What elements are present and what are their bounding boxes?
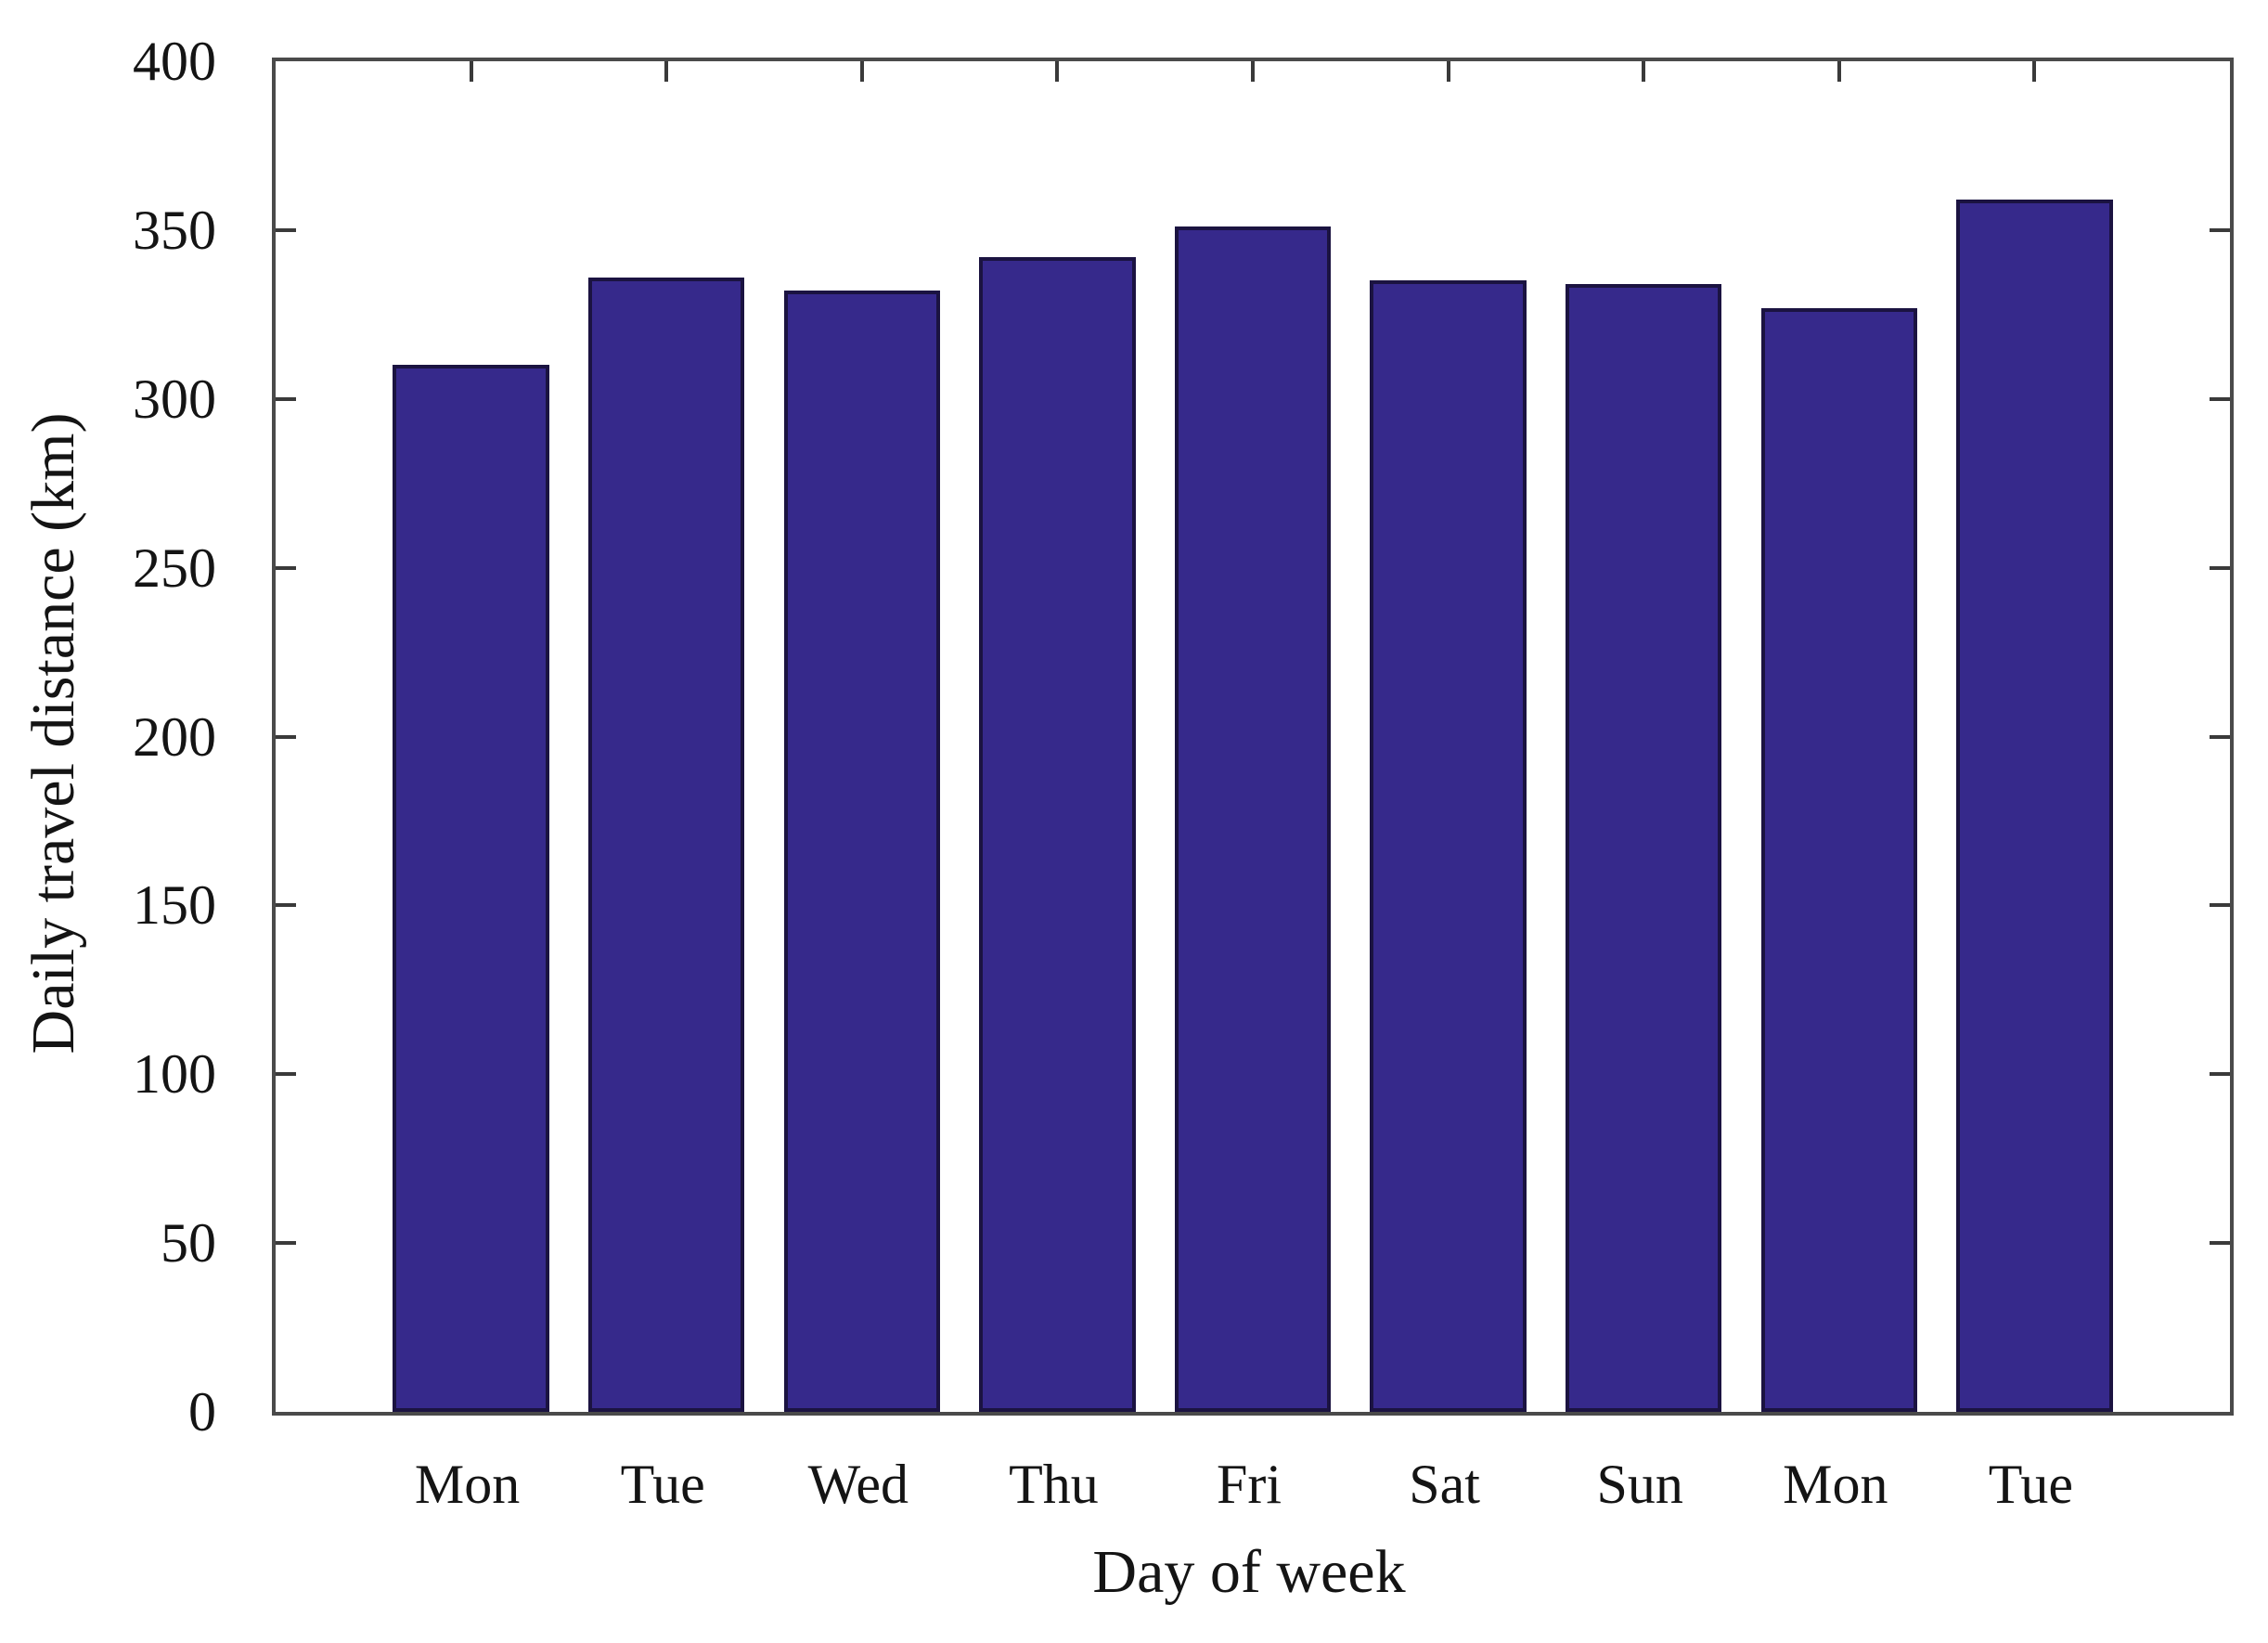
bar-sat-5 — [1370, 280, 1527, 1412]
y-tick-label-3: 150 — [133, 874, 216, 937]
y-tick-left-6 — [276, 396, 296, 401]
y-tick-label-0: 0 — [188, 1381, 216, 1442]
y-tick-left-7 — [276, 227, 296, 232]
x-axis-label: Day of week — [1092, 1538, 1406, 1606]
bar-tue-8 — [1956, 200, 2113, 1412]
y-tick-left-1 — [276, 1241, 296, 1246]
y-tick-right-3 — [2210, 903, 2230, 908]
y-tick-right-2 — [2210, 1072, 2230, 1077]
x-tick-top-7 — [1836, 61, 1841, 82]
y-tick-label-5: 250 — [133, 537, 216, 599]
x-tick-top-2 — [859, 61, 864, 82]
x-tick-top-8 — [2032, 61, 2037, 82]
x-tick-label-3: Thu — [1009, 1454, 1099, 1515]
x-tick-top-6 — [1642, 61, 1646, 82]
bar-mon-0 — [393, 365, 549, 1412]
x-tick-label-8: Tue — [1988, 1454, 2073, 1515]
y-tick-right-1 — [2210, 1241, 2230, 1246]
x-axis-tick-labels: Mon Tue Wed Thu Fri Sat Sun Mon Tue — [272, 1451, 2234, 1534]
y-tick-left-2 — [276, 1072, 296, 1077]
x-tick-top-5 — [1446, 61, 1450, 82]
bar-tue-1 — [587, 277, 745, 1412]
bar-mon-7 — [1760, 307, 1918, 1412]
x-tick-label-4: Fri — [1216, 1454, 1282, 1515]
y-tick-label-7: 350 — [133, 199, 216, 261]
x-tick-top-0 — [469, 61, 473, 82]
y-tick-label-1: 50 — [161, 1212, 216, 1274]
x-tick-label-0: Mon — [414, 1454, 521, 1515]
y-tick-label-4: 200 — [133, 705, 216, 768]
y-tick-right-5 — [2210, 565, 2230, 570]
y-tick-right-7 — [2210, 227, 2230, 232]
y-tick-right-4 — [2210, 734, 2230, 739]
bar-fri-4 — [1174, 226, 1332, 1412]
x-tick-label-1: Tue — [620, 1454, 705, 1515]
bar-wed-2 — [783, 291, 941, 1412]
x-tick-label-7: Mon — [1783, 1454, 1888, 1515]
x-tick-label-5: Sat — [1409, 1454, 1480, 1515]
x-tick-label-6: Sun — [1596, 1454, 1683, 1515]
y-tick-left-5 — [276, 565, 296, 570]
y-axis-tick-labels: 0 50 100 150 200 250 300 350 400 — [0, 33, 242, 1440]
y-tick-left-3 — [276, 903, 296, 908]
y-tick-label-6: 300 — [133, 368, 216, 430]
y-tick-label-8: 400 — [133, 31, 216, 92]
bar-sun-6 — [1565, 284, 1722, 1412]
x-tick-label-2: Wed — [807, 1454, 909, 1515]
x-tick-top-1 — [664, 61, 669, 82]
y-tick-right-6 — [2210, 396, 2230, 401]
y-tick-label-2: 100 — [133, 1043, 216, 1106]
x-tick-top-3 — [1055, 61, 1060, 82]
y-tick-left-4 — [276, 734, 296, 739]
bar-thu-3 — [979, 256, 1136, 1412]
x-tick-top-4 — [1251, 61, 1255, 82]
plot-area — [272, 58, 2234, 1416]
